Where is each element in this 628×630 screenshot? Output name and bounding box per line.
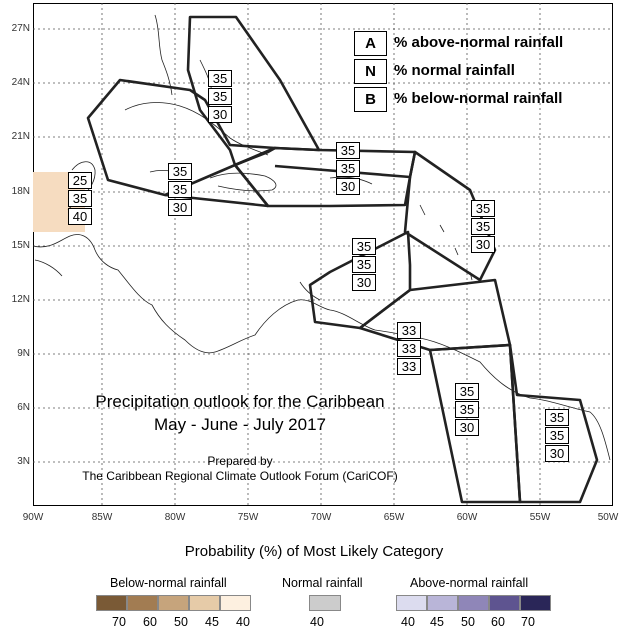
prob-above: 35 [545, 409, 569, 426]
prob-below: 30 [545, 445, 569, 462]
prob-stack-eastern-caribbean: 35 35 30 [471, 200, 495, 254]
prob-normal: 35 [471, 218, 495, 235]
legend-above-label: Above-normal rainfall [410, 576, 529, 590]
prob-normal: 35 [352, 256, 376, 273]
region-suriname [508, 343, 599, 504]
swatch-above-45 [427, 595, 458, 611]
tick-above-40: 40 [401, 615, 415, 629]
swatch-below-70 [96, 595, 127, 611]
swatch-below-60 [127, 595, 158, 611]
swatch-above-40 [396, 595, 427, 611]
tick-above-70: 70 [521, 615, 535, 629]
prob-above: 35 [336, 142, 360, 159]
lat-label-9n: 9N [17, 348, 30, 359]
lon-label-80w: 80W [164, 512, 186, 523]
grid [33, 3, 613, 506]
region-cuba-jamaica [86, 78, 277, 197]
lat-label-15n: 15N [11, 240, 30, 251]
prob-below: 30 [471, 236, 495, 253]
legend-below-label: Below-normal rainfall [110, 576, 227, 590]
lat-label-6n: 6N [17, 402, 30, 413]
lon-label-75w: 75W [237, 512, 259, 523]
tick-below-70: 70 [112, 615, 126, 629]
swatch-above-50 [458, 595, 489, 611]
lon-label-60w: 60W [456, 512, 478, 523]
prob-normal: 35 [545, 427, 569, 444]
key-box-normal: N [354, 59, 387, 84]
prob-below: 30 [336, 178, 360, 195]
lon-label-90w: 90W [22, 512, 44, 523]
map-title: Precipitation outlook for the Caribbean [95, 392, 385, 411]
map-frame [33, 3, 613, 506]
legend-normal-label: Normal rainfall [282, 576, 363, 590]
prob-above: 35 [168, 163, 192, 180]
lon-label-55w: 55W [529, 512, 551, 523]
lat-label-18n: 18N [11, 186, 30, 197]
prob-above: 35 [455, 383, 479, 400]
map-subtitle: May - June - July 2017 [154, 415, 326, 434]
prob-below: 30 [455, 419, 479, 436]
key-text-above: % above-normal rainfall [394, 34, 564, 51]
lat-label-27n: 27N [11, 23, 30, 34]
tick-normal-40: 40 [310, 615, 324, 629]
key-text-below: % below-normal rainfall [394, 90, 563, 107]
legend-title: Probability (%) of Most Likely Category [184, 543, 444, 560]
tick-above-45: 45 [430, 615, 444, 629]
prob-normal: 35 [336, 160, 360, 177]
swatch-above-70 [520, 595, 551, 611]
tick-above-60: 60 [491, 615, 505, 629]
prob-normal: 35 [168, 181, 192, 198]
prob-stack-belize: 25 35 40 [68, 172, 92, 226]
prob-below: 30 [168, 199, 192, 216]
region-trinidad [358, 278, 512, 352]
lon-label-70w: 70W [310, 512, 332, 523]
lat-label-3n: 3N [17, 456, 30, 467]
prob-stack-trinidad: 33 33 33 [397, 322, 421, 376]
swatch-below-40 [220, 595, 251, 611]
lat-label-21n: 21N [11, 131, 30, 142]
prob-normal: 33 [397, 340, 421, 357]
swatch-below-45 [189, 595, 220, 611]
tick-below-45: 45 [205, 615, 219, 629]
tick-below-60: 60 [143, 615, 157, 629]
prob-normal: 35 [68, 190, 92, 207]
key-box-above: A [354, 31, 387, 56]
tick-below-40: 40 [236, 615, 250, 629]
region-caribbean-sea [308, 230, 412, 330]
lon-label-50w: 50W [597, 512, 619, 523]
prob-above: 25 [68, 172, 92, 189]
swatch-above-60 [489, 595, 520, 611]
swatch-below-50 [158, 595, 189, 611]
prob-below: 30 [352, 274, 376, 291]
prob-normal: 35 [208, 88, 232, 105]
lon-label-85w: 85W [91, 512, 113, 523]
prob-stack-caribbean-sea: 35 35 30 [352, 238, 376, 292]
prob-above: 33 [397, 322, 421, 339]
lat-label-12n: 12N [11, 294, 30, 305]
coastlines [32, 14, 611, 461]
key-text-normal: % normal rainfall [394, 62, 515, 79]
prob-above: 35 [352, 238, 376, 255]
prob-stack-hispaniola: 35 35 30 [336, 142, 360, 196]
prob-below: 33 [397, 358, 421, 375]
lon-label-65w: 65W [383, 512, 405, 523]
region-boundaries [86, 15, 599, 504]
swatch-normal-40 [309, 595, 341, 611]
prob-stack-bahamas: 35 35 30 [208, 70, 232, 124]
lat-label-24n: 24N [11, 77, 30, 88]
tick-below-50: 50 [174, 615, 188, 629]
tick-above-50: 50 [461, 615, 475, 629]
prob-stack-cuba-jamaica: 35 35 30 [168, 163, 192, 217]
prob-below: 40 [68, 208, 92, 225]
prob-normal: 35 [455, 401, 479, 418]
prob-above: 35 [208, 70, 232, 87]
prob-stack-suriname: 35 35 30 [545, 409, 569, 463]
credit: The Caribbean Regional Climate Outlook F… [82, 469, 398, 483]
prepared-by: Prepared by [207, 454, 273, 468]
prob-below: 30 [208, 106, 232, 123]
prob-stack-guyana: 35 35 30 [455, 383, 479, 437]
key-box-below: B [354, 87, 387, 112]
prob-above: 35 [471, 200, 495, 217]
